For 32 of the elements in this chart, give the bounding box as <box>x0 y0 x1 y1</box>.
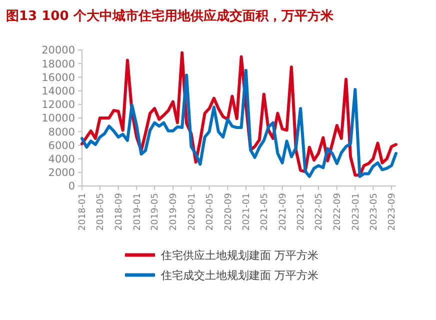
x-tick-label: 2021-01 <box>242 193 252 231</box>
x-tick-label: 2020-05 <box>205 193 216 231</box>
x-tick-label: 2022-01 <box>296 193 307 231</box>
x-tick-label: 2022-09 <box>333 192 344 231</box>
x-tick-label: 2018-05 <box>96 193 106 231</box>
x-tick-label: 2023-09 <box>388 192 398 231</box>
x-tick-label: 2023-05 <box>369 193 380 231</box>
y-tick-label: 10000 <box>42 112 75 125</box>
x-tick-label: 2019-01 <box>132 193 143 231</box>
x-tick-label: 2022-05 <box>314 193 325 231</box>
y-tick-label: 20000 <box>42 44 75 57</box>
x-tick-label: 2019-09 <box>169 192 180 231</box>
y-tick-label: 8000 <box>48 126 75 138</box>
x-tick-label: 2018-09 <box>114 192 124 231</box>
y-tick-label: 6000 <box>48 140 75 152</box>
chart-title: 图13 100 个大中城市住宅用地供应成交面积，万平方米 <box>6 8 334 24</box>
y-tick-label: 14000 <box>42 85 75 98</box>
legend-label: 住宅供应土地规划建面 万平方米 <box>161 248 318 262</box>
x-tick-label: 2020-09 <box>224 192 234 231</box>
x-tick-label: 2018-01 <box>78 193 88 231</box>
y-tick-label: 2000 <box>48 167 75 180</box>
x-tick-label: 2020-01 <box>187 193 198 231</box>
x-tick-label: 2023-01 <box>351 193 362 231</box>
x-tick-label: 2021-09 <box>278 192 288 231</box>
y-tick-label: 16000 <box>42 72 75 84</box>
y-tick-label: 12000 <box>42 99 75 112</box>
legend-label: 住宅成交土地规划建面 万平方米 <box>161 268 318 282</box>
x-tick-label: 2019-05 <box>150 193 161 231</box>
y-tick-label: 0 <box>68 180 75 193</box>
x-tick-label: 2021-05 <box>260 193 270 231</box>
y-tick-label: 4000 <box>48 153 75 166</box>
y-tick-label: 18000 <box>42 58 75 70</box>
